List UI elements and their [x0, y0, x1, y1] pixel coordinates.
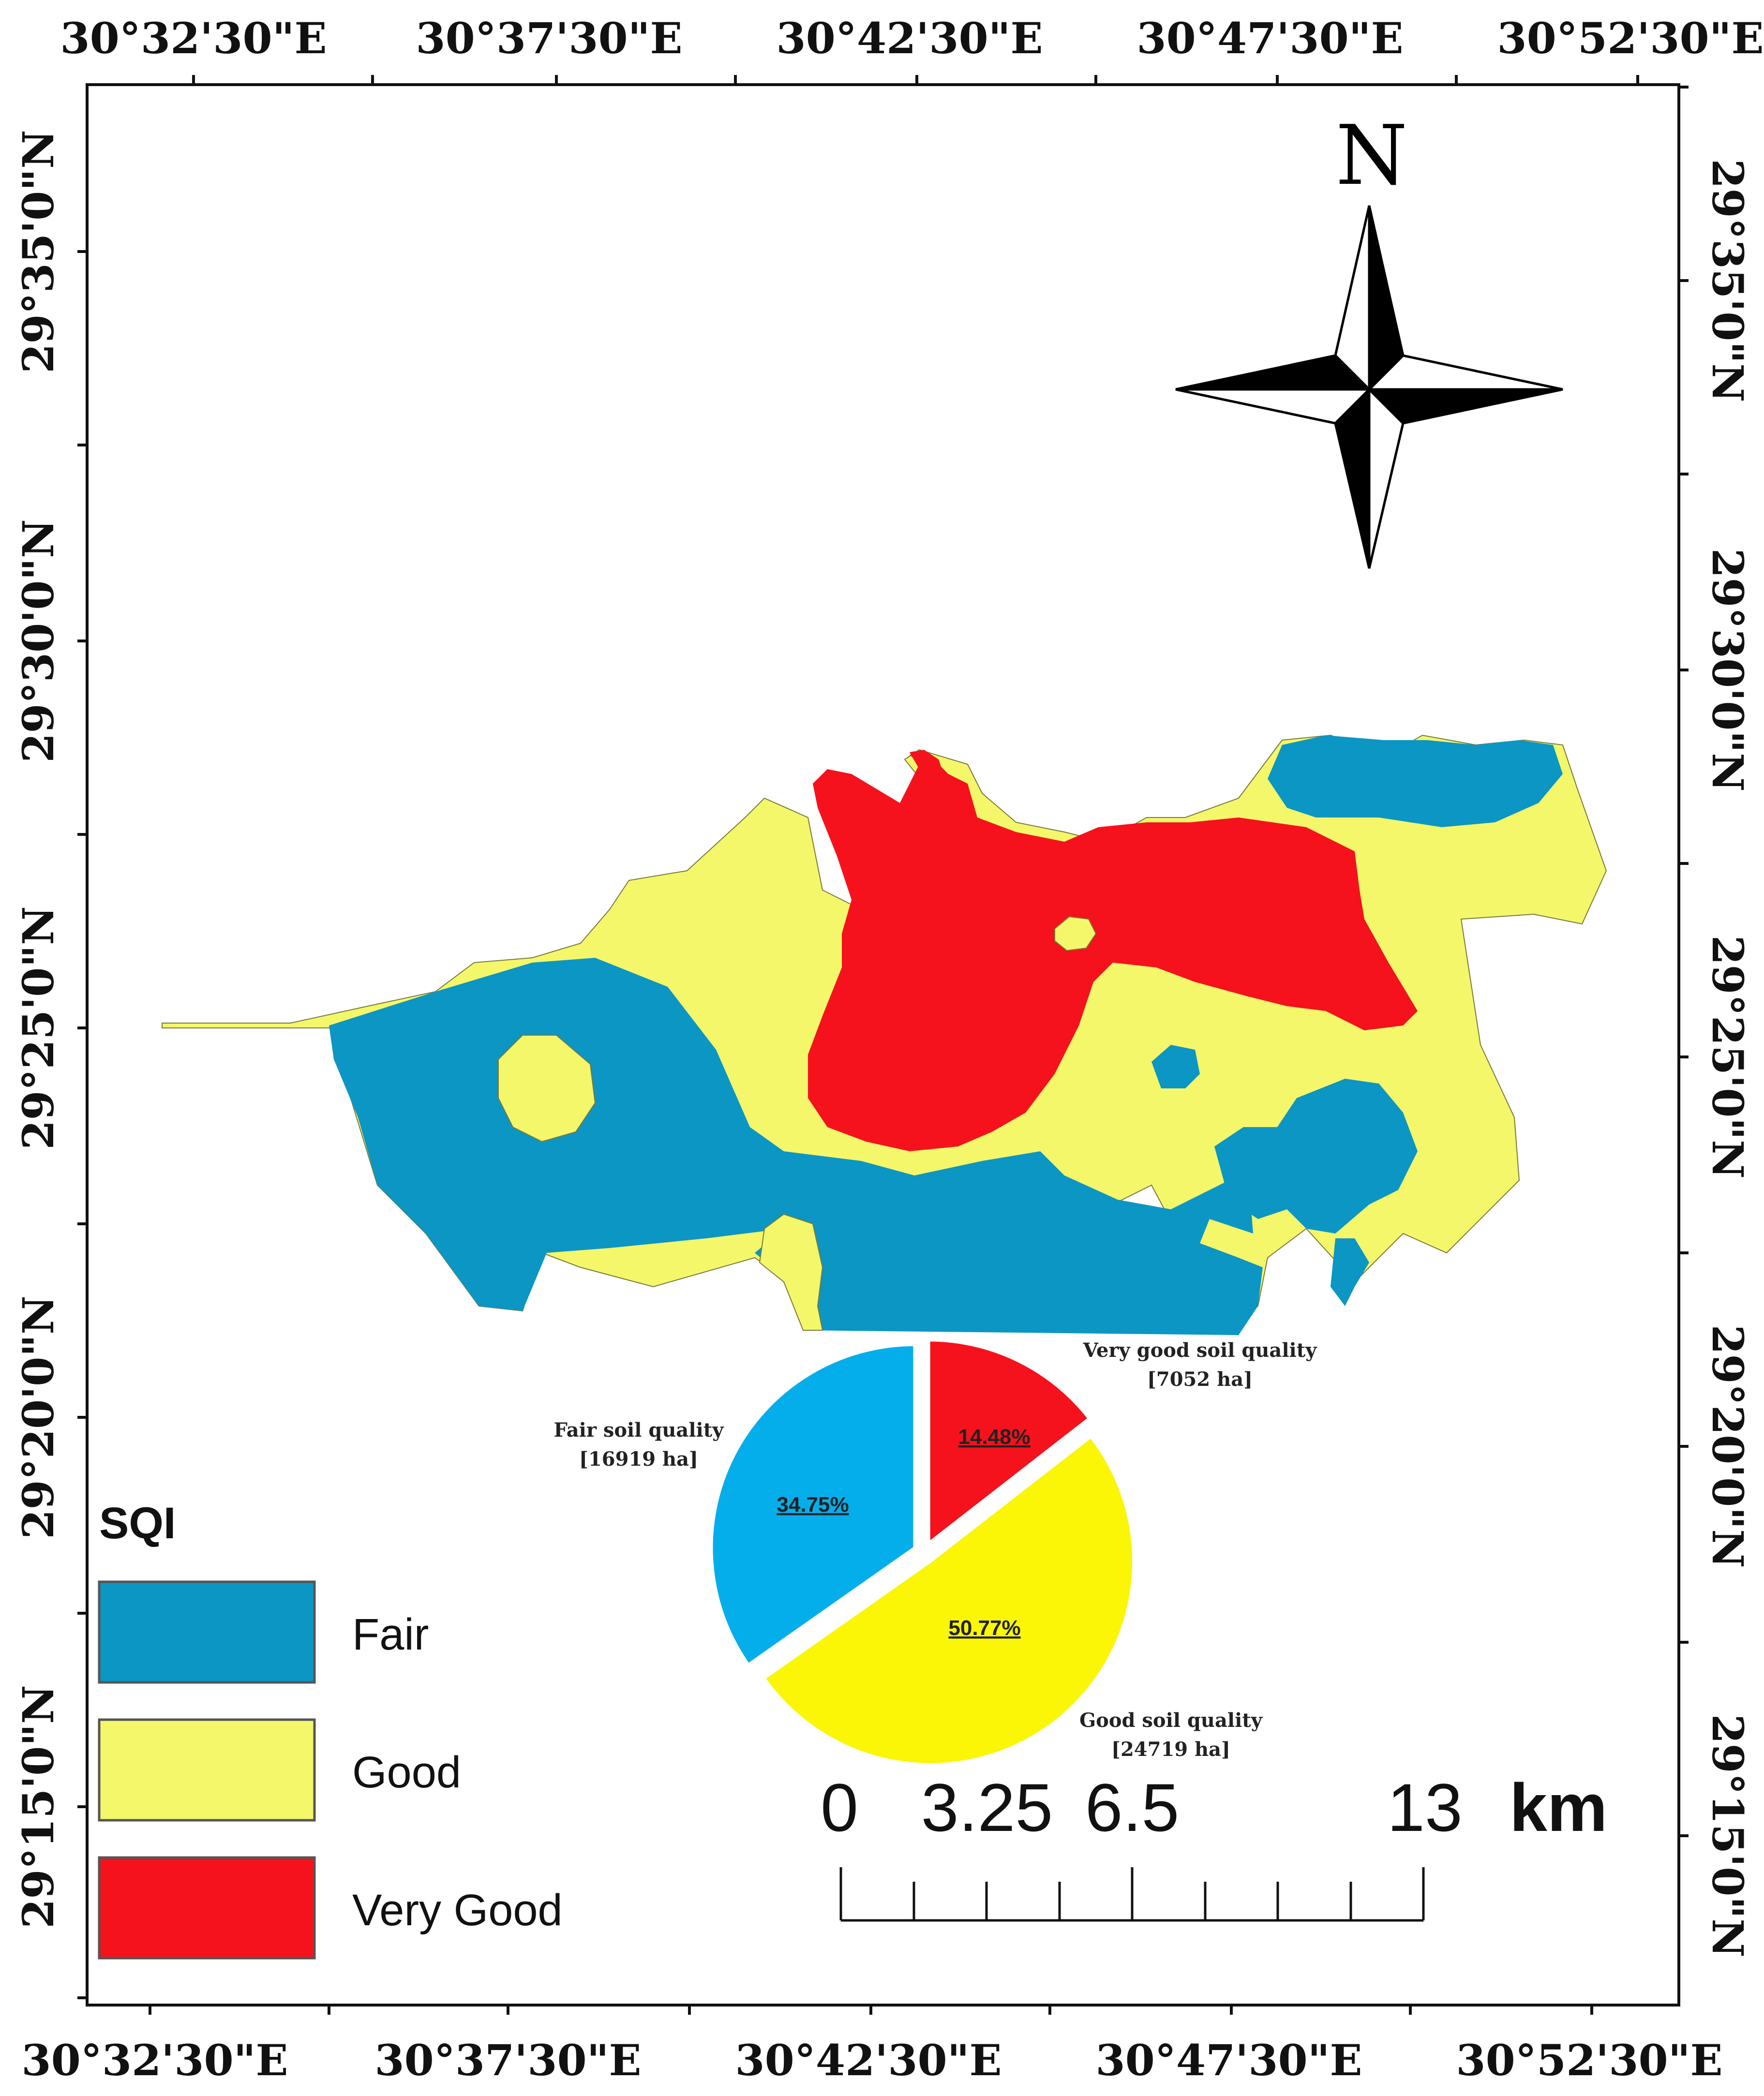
- zone-very-good: [808, 755, 1418, 1151]
- pie-percent-very-good: 14.48%: [958, 1425, 1030, 1449]
- left-lat-label-3: 29°25'0"N: [13, 906, 63, 1149]
- left-lat-label-5: 29°15'0"N: [13, 1685, 63, 1928]
- legend-swatch-good: [98, 1718, 316, 1822]
- left-lat-label-1: 29°35'0"N: [13, 130, 63, 373]
- scale-bar-line: [839, 1867, 1425, 1922]
- top-lon-label-4: 30°47'30"E: [1136, 13, 1403, 63]
- bottom-lon-label-1: 30°32'30"E: [21, 2035, 288, 2085]
- north-arrow-letter: N: [1336, 108, 1408, 204]
- legend-title: SQI: [99, 1499, 176, 1548]
- compass-rose-icon: [1175, 205, 1563, 569]
- scale-unit: km: [1510, 1769, 1607, 1845]
- pie-slice-fair: [710, 1343, 916, 1667]
- top-lon-label-5: 30°52'30"E: [1497, 13, 1764, 63]
- study-area: [162, 734, 1607, 1335]
- pie-slice-good: [762, 1434, 1136, 1766]
- right-lat-label-2: 29°30'0"N: [1703, 548, 1753, 791]
- zone-good-island-west: [498, 1035, 596, 1143]
- right-lat-label-5: 29°15'0"N: [1703, 1714, 1753, 1957]
- legend-label-good: Good: [352, 1748, 461, 1797]
- pie-caption-very-good-area: [7052 ha]: [1147, 1368, 1253, 1391]
- legend-label-very-good: Very Good: [352, 1886, 563, 1935]
- top-lon-label-3: 30°42'30"E: [776, 13, 1043, 63]
- zone-fair-island: [1151, 1045, 1200, 1088]
- pie-chart: 14.48% 50.77% 34.75% Very good soil qual…: [554, 1338, 1318, 1766]
- bottom-lon-label-3: 30°42'30"E: [735, 2035, 1002, 2085]
- pie-caption-good-area: [24719 ha]: [1111, 1738, 1230, 1761]
- pie-percent-fair: 34.75%: [777, 1493, 849, 1516]
- right-lat-label-3: 29°25'0"N: [1703, 935, 1753, 1178]
- pie-caption-very-good: Very good soil quality: [1083, 1339, 1318, 1362]
- zone-fair-east: [1214, 1079, 1418, 1234]
- legend-swatch-fair: [98, 1580, 316, 1684]
- zone-very-good-top: [910, 750, 943, 774]
- zone-good-island-south: [759, 1213, 823, 1331]
- zone-good-hole: [1054, 916, 1097, 951]
- bottom-lon-label-2: 30°37'30"E: [374, 2035, 641, 2085]
- scale-bar: 0 3.25 6.5 13 km: [821, 1769, 1607, 1922]
- pie-slice-very-good: [927, 1338, 1091, 1546]
- graticule-ticks: [77, 75, 1689, 2015]
- left-lat-label-4: 29°20'0"N: [13, 1295, 63, 1539]
- right-lat-label-1: 29°35'0"N: [1703, 159, 1753, 402]
- legend: SQI Fair Good Very Good: [98, 1499, 563, 1960]
- pie-caption-fair-area: [16919 ha]: [579, 1448, 698, 1471]
- scale-tick-13: 13: [1387, 1769, 1463, 1845]
- zone-fair-northeast: [1268, 735, 1563, 827]
- pie-caption-fair: Fair soil quality: [554, 1419, 725, 1442]
- legend-label-fair: Fair: [352, 1610, 429, 1659]
- pie-percent-good: 50.77%: [948, 1616, 1020, 1640]
- legend-swatch-very-good: [98, 1856, 316, 1960]
- top-lon-label-2: 30°37'30"E: [416, 13, 682, 63]
- top-lon-label-1: 30°32'30"E: [60, 13, 327, 63]
- right-lat-label-4: 29°20'0"N: [1703, 1324, 1753, 1568]
- scale-tick-3-25: 3.25: [921, 1769, 1053, 1845]
- zone-fair-southeast: [1330, 1238, 1369, 1306]
- bottom-lon-label-4: 30°47'30"E: [1095, 2035, 1362, 2085]
- scale-tick-0: 0: [821, 1769, 858, 1845]
- pie-caption-good: Good soil quality: [1079, 1709, 1263, 1732]
- pie-slices: [710, 1338, 1136, 1766]
- scale-tick-6-5: 6.5: [1085, 1769, 1180, 1845]
- map-frame: [86, 83, 1680, 2007]
- left-lat-label-2: 29°30'0"N: [13, 519, 63, 762]
- north-arrow: N: [1175, 108, 1563, 569]
- bottom-lon-label-5: 30°52'30"E: [1456, 2035, 1722, 2085]
